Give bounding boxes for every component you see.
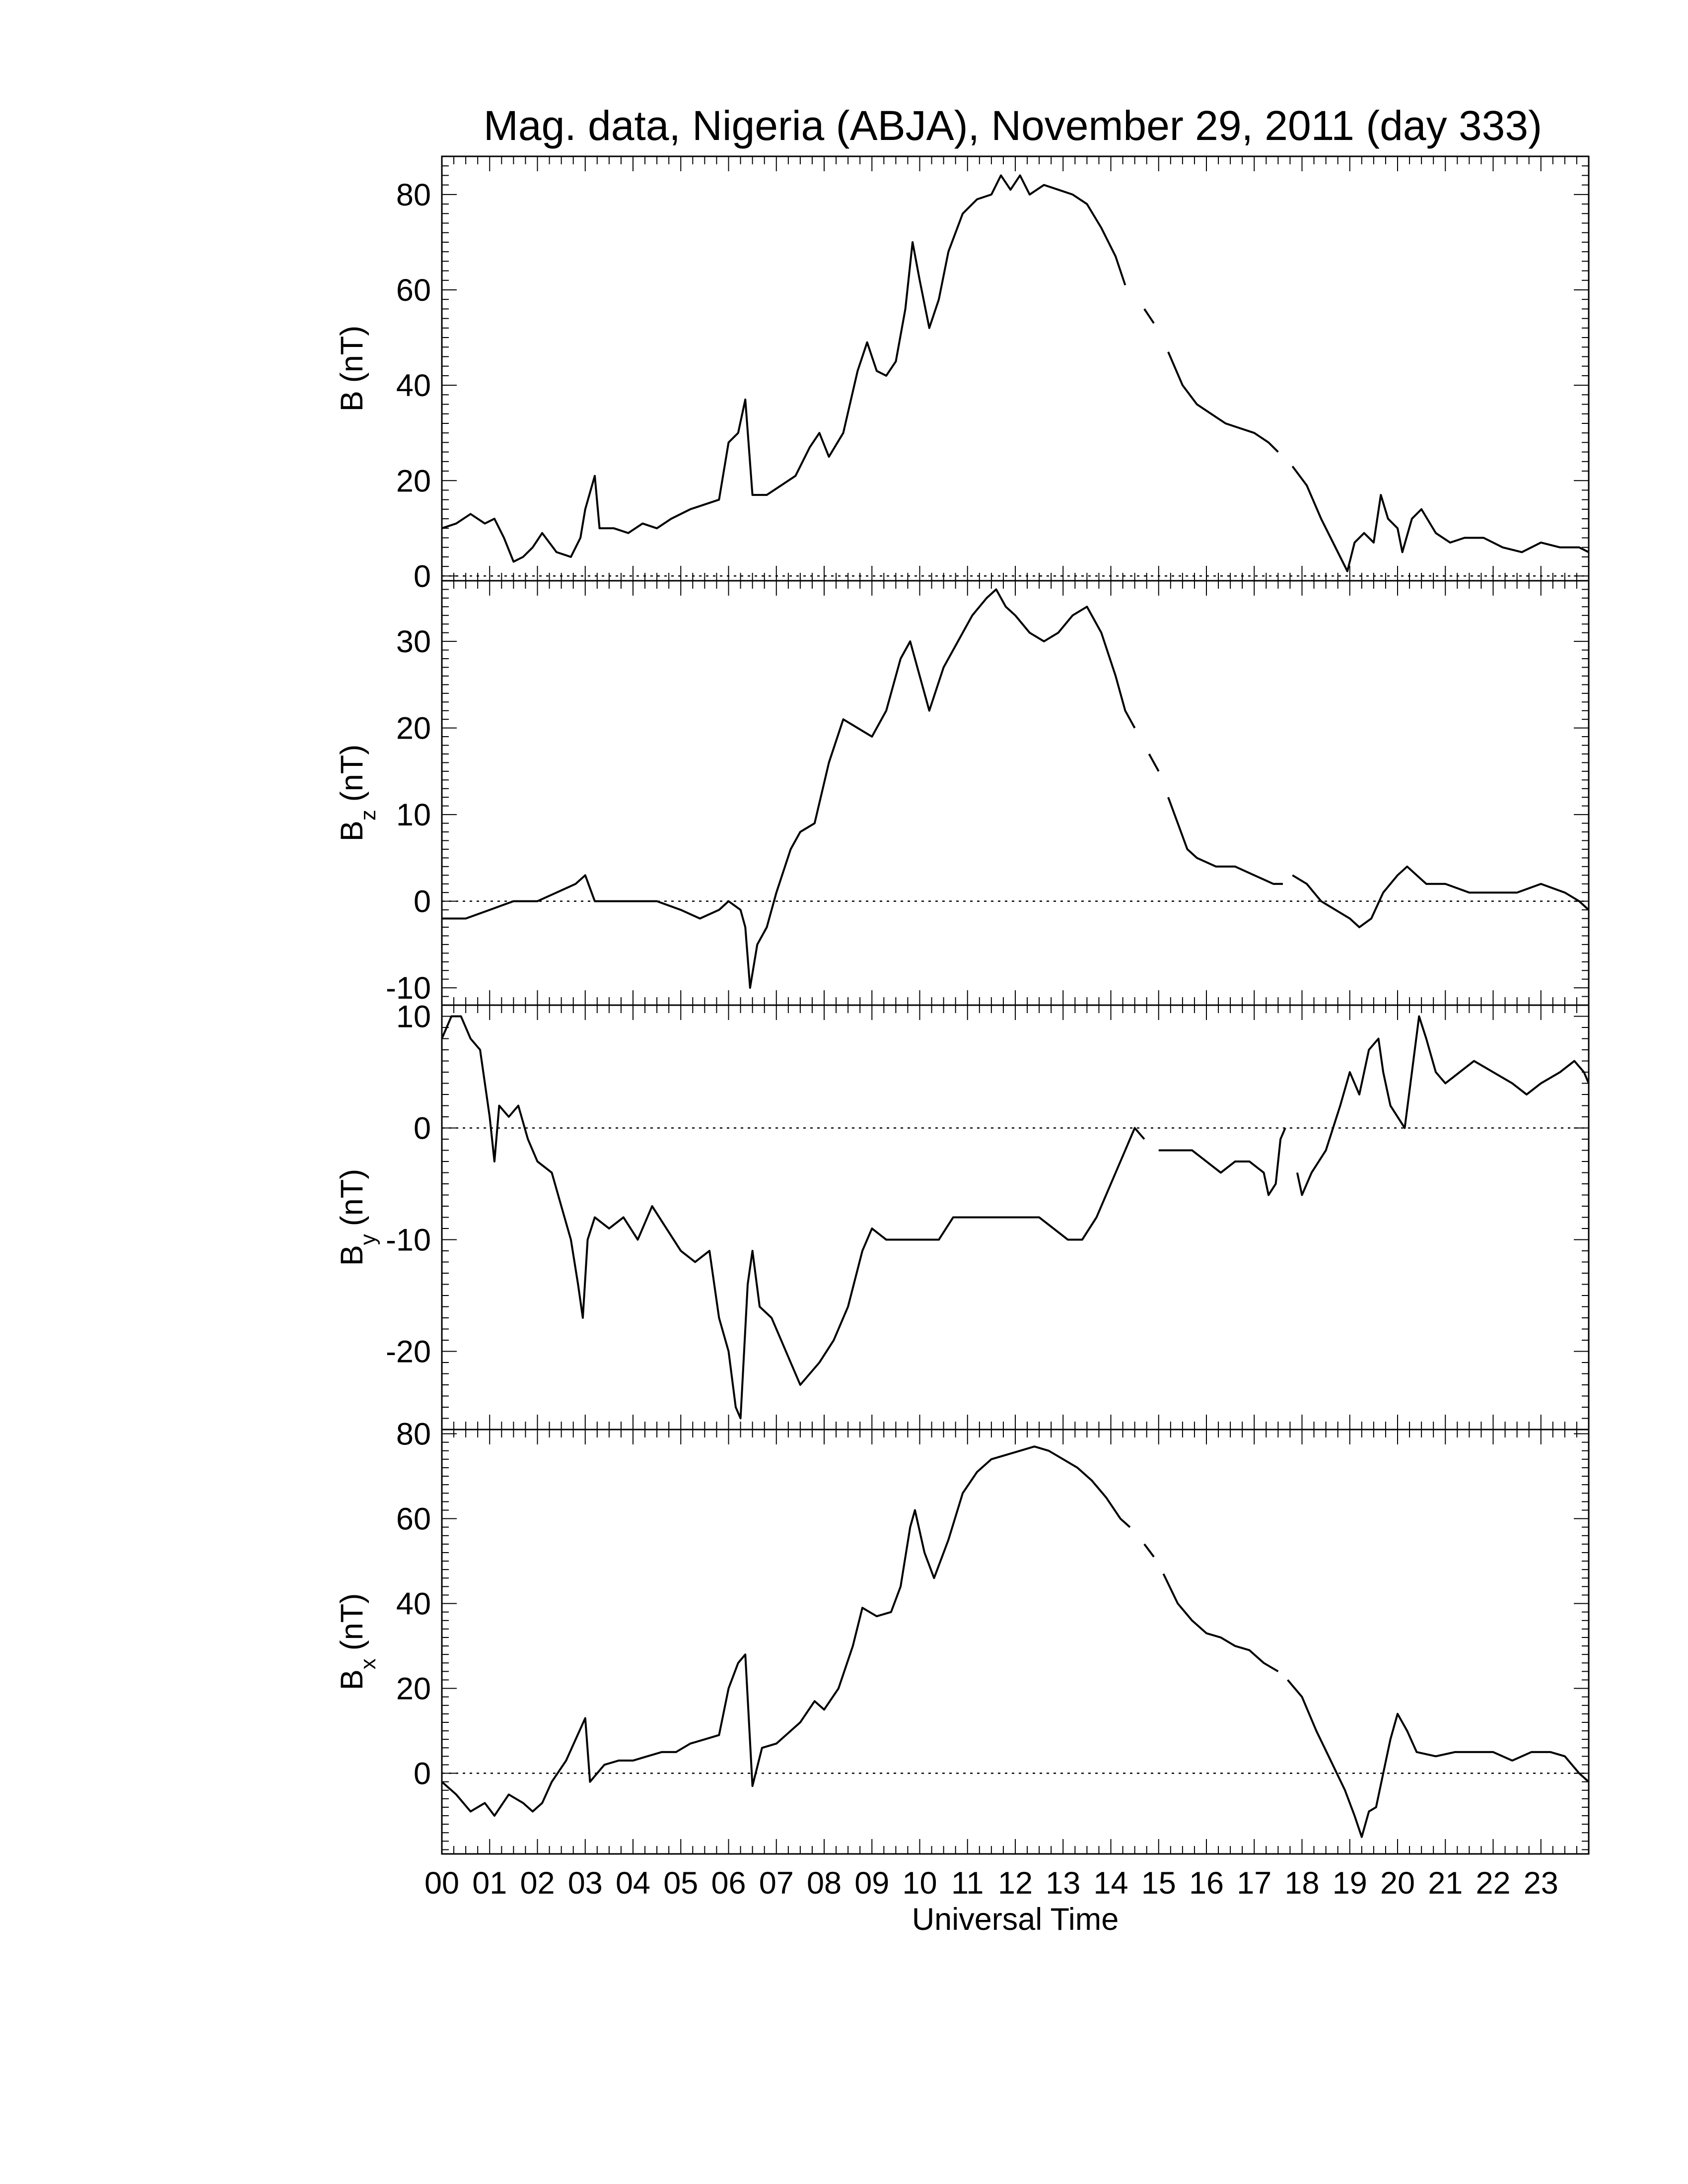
panel-By: -20 -10 0 10 By (nT) [335, 1000, 1590, 1431]
x-tick-label: 16 [1189, 1866, 1224, 1901]
x-tick-label: 20 [1380, 1866, 1415, 1901]
y-tick-label: 0 [414, 559, 431, 594]
y-axis-label-subscript: z [356, 810, 380, 820]
x-tick-label: 21 [1428, 1866, 1463, 1901]
y-tick-label: 0 [414, 885, 431, 919]
x-tick-label: 14 [1093, 1866, 1128, 1901]
x-tick-label: 04 [616, 1866, 650, 1901]
y-axis-label-main: B [335, 1245, 369, 1266]
x-tick-label: 01 [472, 1866, 507, 1901]
series-line-Bx [1287, 1679, 1590, 1838]
panel-Bz: -10 0 10 20 30 Bz (nT) [335, 580, 1590, 1006]
y-axis-label: By (nT) [335, 1169, 380, 1266]
x-tick-label: 17 [1237, 1866, 1271, 1901]
panel-frame [441, 1429, 1590, 1855]
y-axis-label: Bz (nT) [335, 745, 380, 842]
y-tick-label: 0 [414, 1111, 431, 1146]
panel-frame [441, 155, 1590, 582]
series-line-Bz [1167, 797, 1283, 885]
y-axis-label-main: B [335, 391, 369, 411]
y-tick-label: 10 [396, 1000, 431, 1034]
series-line-Bx [441, 1445, 1131, 1817]
x-tick-label: 15 [1141, 1866, 1176, 1901]
x-tick-label: 12 [998, 1866, 1033, 1901]
y-tick-label: 80 [396, 178, 431, 212]
y-tick-label: 30 [396, 624, 431, 659]
y-tick-label: 40 [396, 368, 431, 403]
y-tick-label: 20 [396, 1672, 431, 1706]
series-line-Bx [1162, 1573, 1279, 1673]
y-tick-label: 60 [396, 1502, 431, 1537]
series-line-Bz [1292, 865, 1590, 928]
series-line-By [1296, 1015, 1590, 1196]
y-tick-label: 60 [396, 273, 431, 308]
x-tick-label: 18 [1284, 1866, 1319, 1901]
x-tick-label: 19 [1333, 1866, 1367, 1901]
x-tick-label: 07 [759, 1866, 794, 1901]
chart-panels: 0 20 40 60 80 B (nT) -10 0 10 20 30 Bz (nT) -20 -10 0 10 B… [335, 155, 1590, 1855]
x-tick-label: 05 [663, 1866, 698, 1901]
x-tick-label: 00 [424, 1866, 459, 1901]
x-tick-label: 02 [520, 1866, 555, 1901]
x-tick-label: 03 [568, 1866, 603, 1901]
series-line-B [1167, 351, 1279, 453]
x-axis-label: Universal Time [912, 1902, 1119, 1937]
x-tick-label: 09 [854, 1866, 889, 1901]
series-line-Bz [442, 588, 1136, 989]
panel-frame [441, 580, 1590, 1006]
y-tick-label: -10 [386, 1223, 431, 1258]
y-tick-label: -10 [386, 971, 431, 1006]
y-tick-label: 80 [396, 1417, 431, 1452]
y-axis-label-unit: (nT) [335, 326, 369, 383]
y-axis-label-unit: (nT) [335, 745, 369, 802]
series-line-Bz [1148, 753, 1160, 772]
y-tick-label: 0 [414, 1757, 431, 1791]
y-axis-label-unit: (nT) [335, 1593, 369, 1650]
x-tick-label: 06 [711, 1866, 746, 1901]
panel-Bx: 0 20 40 60 80 Bx (nT) [335, 1417, 1590, 1855]
x-tick-label: 23 [1524, 1866, 1558, 1901]
series-line-Bx [1143, 1543, 1155, 1558]
y-axis-label-subscript: x [356, 1658, 380, 1669]
x-tick-label: 22 [1476, 1866, 1510, 1901]
y-axis-label: B (nT) [335, 326, 369, 412]
y-axis-label-subscript: y [356, 1234, 380, 1245]
series-line-By [1158, 1127, 1286, 1196]
y-axis-label: Bx (nT) [335, 1593, 380, 1691]
y-tick-label: 10 [396, 798, 431, 832]
x-tick-label: 08 [807, 1866, 842, 1901]
y-tick-label: -20 [386, 1335, 431, 1369]
y-tick-label: 40 [396, 1587, 431, 1622]
y-axis-label-main: B [335, 820, 369, 841]
series-line-B [441, 174, 1126, 563]
y-tick-label: 20 [396, 711, 431, 746]
series-line-By [441, 1015, 1145, 1420]
panel-B: 0 20 40 60 80 B (nT) [335, 155, 1590, 594]
series-line-B [1291, 466, 1589, 572]
chart-title: Mag. data, Nigeria (ABJA), November 29, … [484, 102, 1542, 149]
x-tick-label: 11 [951, 1866, 984, 1901]
y-axis-label-unit: (nT) [335, 1169, 369, 1226]
y-axis-label-main: B [335, 1669, 369, 1690]
x-tick-label: 10 [902, 1866, 937, 1901]
x-axis-tick-labels: 00 01 02 03 04 05 06 07 08 09 10 11 12 13 14 15 16 17 18 19… [424, 1866, 1558, 1901]
series-line-B [1143, 308, 1155, 324]
y-tick-label: 20 [396, 464, 431, 498]
x-tick-label: 13 [1046, 1866, 1080, 1901]
